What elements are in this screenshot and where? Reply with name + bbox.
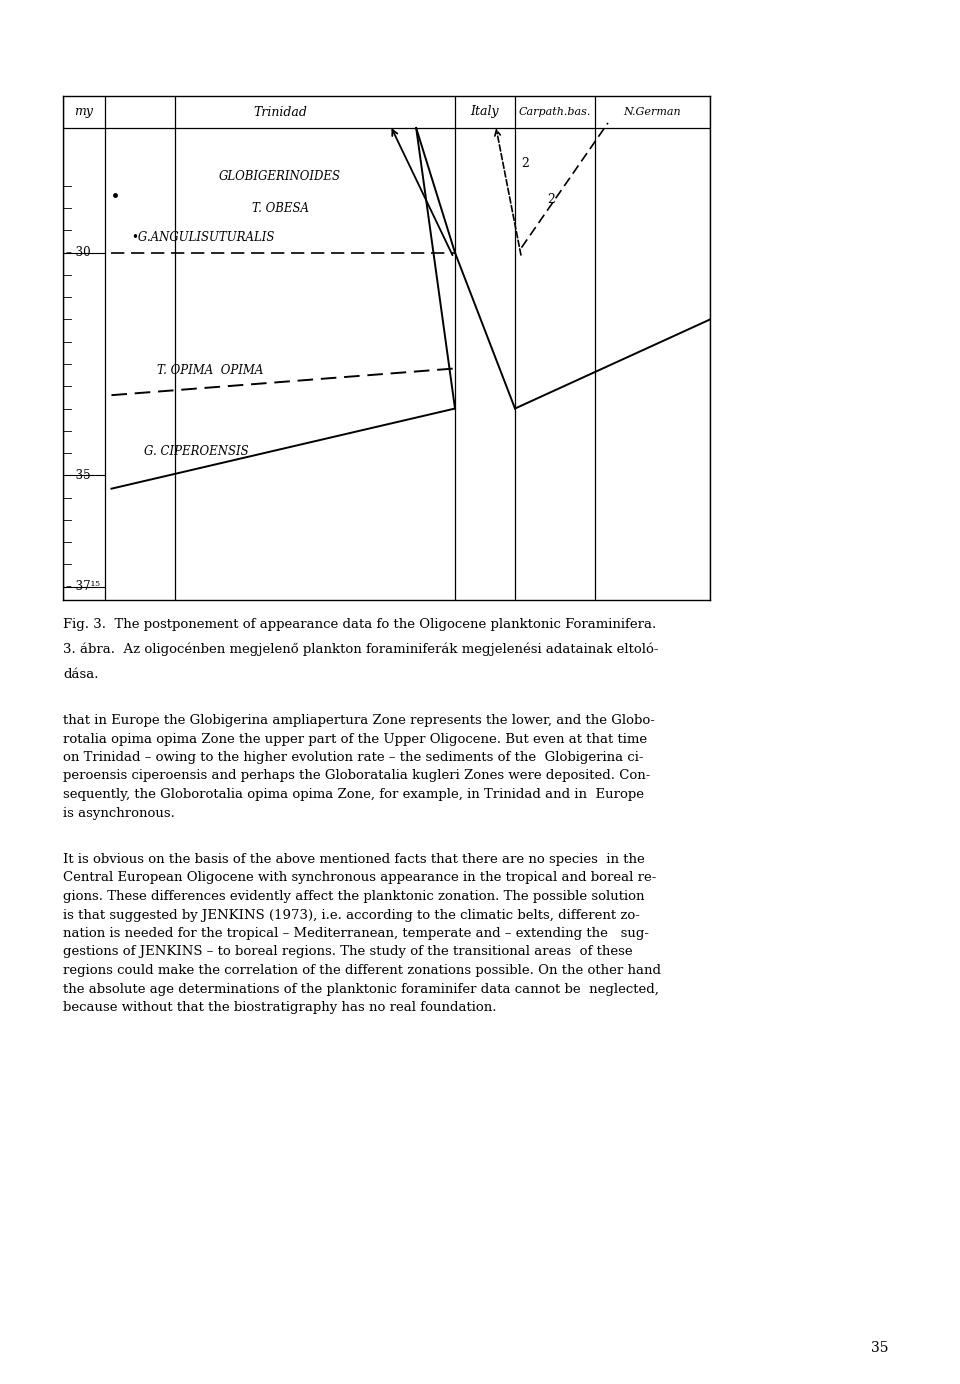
Text: Fig. 3.  The postponement of appearance data fo the Oligocene planktonic Foramin: Fig. 3. The postponement of appearance d… — [63, 619, 657, 631]
Text: peroensis ciperoensis and perhaps the Globoratalia kugleri Zones were deposited.: peroensis ciperoensis and perhaps the Gl… — [63, 770, 650, 782]
Text: 35: 35 — [872, 1341, 889, 1355]
Text: •G.ANGULISUTURALIS: •G.ANGULISUTURALIS — [131, 231, 275, 244]
Text: 2: 2 — [547, 192, 555, 206]
Text: N.German: N.German — [624, 107, 682, 118]
Text: GLOBIGERINOIDES: GLOBIGERINOIDES — [219, 170, 341, 184]
Text: rotalia opima opima Zone the upper part of the Upper Oligocene. But even at that: rotalia opima opima Zone the upper part … — [63, 732, 647, 746]
Text: 3. ábra.  Az oligocénben megjelenő plankton foraminiferák megjelenési adatainak : 3. ábra. Az oligocénben megjelenő plankt… — [63, 644, 659, 656]
Text: is asynchronous.: is asynchronous. — [63, 807, 175, 819]
Text: is that suggested by JENKINS (1973), i.e. according to the climatic belts, diffe: is that suggested by JENKINS (1973), i.e… — [63, 908, 640, 922]
Text: It is obvious on the basis of the above mentioned facts that there are no specie: It is obvious on the basis of the above … — [63, 853, 645, 866]
Text: Italy: Italy — [470, 105, 499, 119]
Text: sequently, the Globorotalia opima opima Zone, for example, in Trinidad and in  E: sequently, the Globorotalia opima opima … — [63, 787, 644, 801]
Text: regions could make the correlation of the different zonations possible. On the o: regions could make the correlation of th… — [63, 965, 661, 977]
Text: the absolute age determinations of the planktonic foraminifer data cannot be  ne: the absolute age determinations of the p… — [63, 983, 659, 995]
Text: – 37¹⁵: – 37¹⁵ — [65, 580, 100, 594]
Text: gestions of JENKINS – to boreal regions. The study of the transitional areas  of: gestions of JENKINS – to boreal regions.… — [63, 945, 633, 959]
Text: my: my — [75, 105, 93, 119]
Text: on Trinidad – owing to the higher evolution rate – the sediments of the  Globige: on Trinidad – owing to the higher evolut… — [63, 752, 643, 764]
Text: T. OPIMA  OPIMA: T. OPIMA OPIMA — [156, 364, 263, 378]
Text: gions. These differences evidently affect the planktonic zonation. The possible : gions. These differences evidently affec… — [63, 890, 644, 902]
Text: nation is needed for the tropical – Mediterranean, temperate and – extending the: nation is needed for the tropical – Medi… — [63, 927, 649, 940]
Text: Central European Oligocene with synchronous appearance in the tropical and borea: Central European Oligocene with synchron… — [63, 872, 657, 884]
Text: G. CIPEROENSIS: G. CIPEROENSIS — [144, 444, 249, 458]
Text: that in Europe the Globigerina ampliapertura Zone represents the lower, and the : that in Europe the Globigerina ampliaper… — [63, 714, 655, 727]
Text: Carpath.bas.: Carpath.bas. — [518, 107, 591, 118]
Text: – 30: – 30 — [65, 246, 90, 259]
Text: dása.: dása. — [63, 668, 99, 681]
Text: Trinidad: Trinidad — [253, 105, 307, 119]
Text: – 35: – 35 — [65, 469, 90, 482]
Text: T. OBESA: T. OBESA — [252, 202, 308, 215]
Text: because without that the biostratigraphy has no real foundation.: because without that the biostratigraphy… — [63, 1001, 496, 1014]
Text: 2: 2 — [521, 158, 529, 170]
